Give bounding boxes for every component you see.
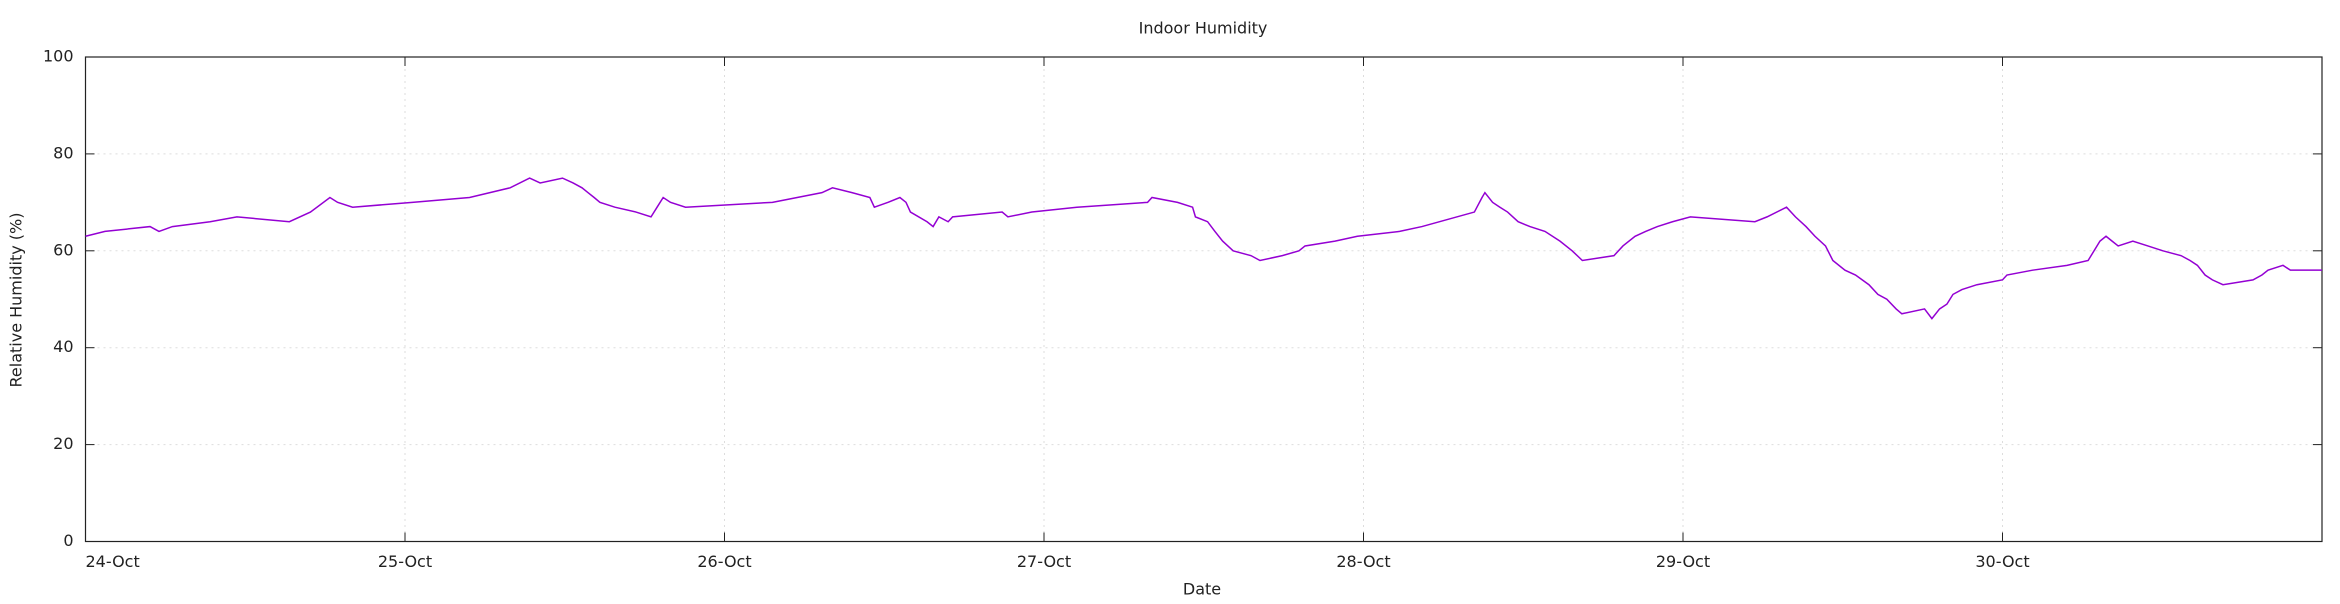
x-tick-label: 26-Oct — [697, 552, 751, 571]
y-axis-label: Relative Humidity (%) — [7, 213, 26, 388]
x-tick-label: 29-Oct — [1656, 552, 1710, 571]
x-tick-label: 28-Oct — [1336, 552, 1390, 571]
y-tick-label: 20 — [53, 434, 73, 453]
x-tick-label: 30-Oct — [1975, 552, 2029, 571]
y-tick-label: 0 — [63, 531, 73, 550]
humidity-line — [85, 177, 2322, 320]
x-axis-label: Date — [1183, 580, 1221, 599]
plot-frame — [84, 56, 2323, 543]
x-tick-label: 24-Oct — [86, 552, 140, 571]
chart-title: Indoor Humidity — [1139, 19, 1268, 38]
y-tick-label: 60 — [53, 240, 73, 259]
x-tick-label: 27-Oct — [1017, 552, 1071, 571]
y-tick-label: 80 — [53, 143, 73, 162]
y-tick-label: 40 — [53, 337, 73, 356]
y-tick-label: 100 — [43, 47, 74, 66]
x-tick-label: 25-Oct — [378, 552, 432, 571]
